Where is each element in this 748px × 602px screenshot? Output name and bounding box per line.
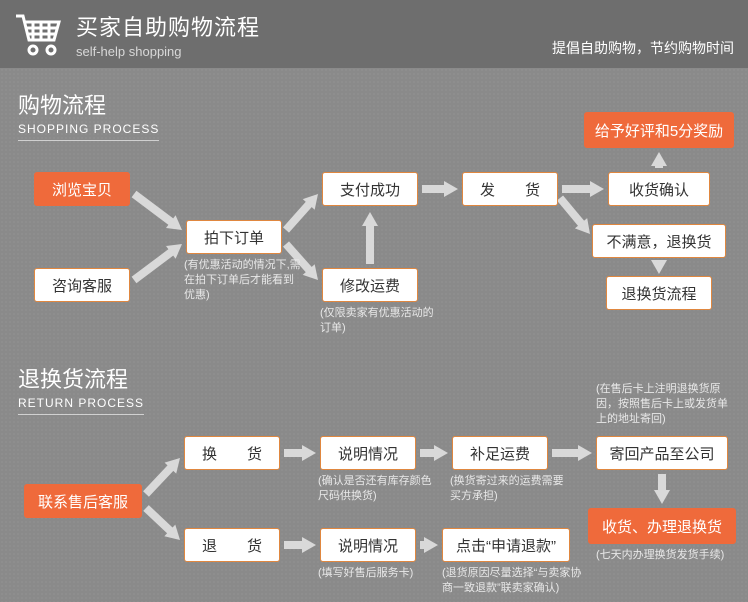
node-explain1: 说明情况 [320, 436, 416, 470]
header-subtitle: self-help shopping [76, 44, 552, 59]
arrow-5 [410, 177, 470, 201]
header-titles: 买家自助购物流程 self-help shopping [76, 10, 552, 59]
section-shopping-title: 购物流程 SHOPPING PROCESS [18, 88, 159, 141]
section-return-title: 退换货流程 RETURN PROCESS [18, 362, 144, 415]
node-exchange: 换 货 [184, 436, 280, 470]
node-refund: 退 货 [184, 528, 280, 562]
arrow-4 [358, 200, 382, 276]
node-explain2: 说明情况 [320, 528, 416, 562]
arrow-0 [122, 182, 194, 242]
section-shopping-en: SHOPPING PROCESS [18, 122, 159, 141]
node-retflow: 退换货流程 [606, 276, 712, 310]
node-consult: 咨询客服 [34, 268, 130, 302]
node-modship: 修改运费 [322, 268, 418, 302]
node-pay: 支付成功 [322, 172, 418, 206]
node-browse: 浏览宝贝 [34, 172, 130, 206]
caption-sendback: (在售后卡上注明退换货原因，按照售后卡上或发货单上的地址寄回) [596, 382, 736, 427]
node-ship: 发 货 [462, 172, 558, 206]
page-header: 买家自助购物流程 self-help shopping 提倡自助购物，节约购物时… [0, 0, 748, 68]
caption-explain1: (确认是否还有库存颜色尺码供换货) [318, 474, 436, 504]
node-apply: 点击“申请退款” [442, 528, 570, 562]
section-return-cn: 退换货流程 [18, 362, 144, 394]
caption-apply: (退货原因尽量选择“与卖家协商一致退款”联卖家确认) [442, 566, 592, 596]
node-order: 拍下订单 [186, 220, 282, 254]
section-shopping-cn: 购物流程 [18, 88, 159, 120]
caption-modship: (仅限卖家有优惠活动的订单) [320, 306, 440, 336]
node-postage: 补足运费 [452, 436, 548, 470]
header-tagline: 提倡自助购物，节约购物时间 [552, 38, 734, 58]
node-contact: 联系售后客服 [24, 484, 142, 518]
caption-order: (有优惠活动的情况下,需在拍下订单后才能看到优惠) [184, 258, 304, 303]
header-title: 买家自助购物流程 [76, 10, 552, 42]
node-reward: 给予好评和5分奖励 [584, 112, 734, 148]
arrow-16 [540, 441, 604, 465]
section-return-en: RETURN PROCESS [18, 396, 144, 415]
node-sendback: 寄回产品至公司 [596, 436, 728, 470]
node-confirm: 收货确认 [608, 172, 710, 206]
cart-icon [14, 12, 64, 56]
caption-process: (七天内办理换货发货手续) [596, 548, 736, 563]
node-process: 收货、办理退换货 [588, 508, 736, 544]
caption-postage: (换货寄过来的运费需要买方承担) [450, 474, 568, 504]
caption-explain2: (填写好售后服务卡) [318, 566, 436, 581]
node-unsat: 不满意，退换货 [592, 224, 726, 258]
arrow-6 [550, 177, 616, 201]
